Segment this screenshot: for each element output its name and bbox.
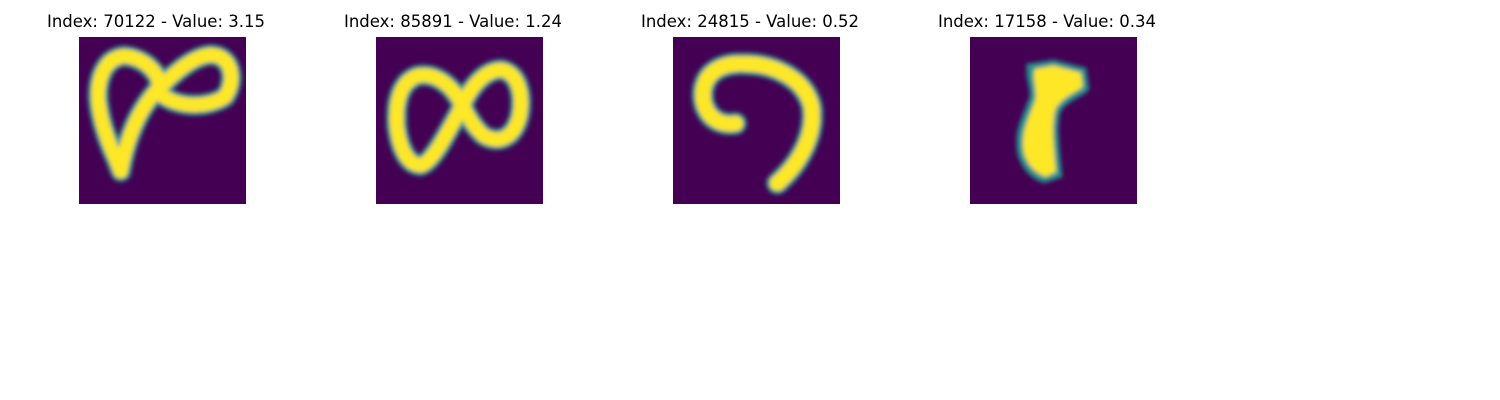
image-panel-1: Index: 70122 - Value: 3.15 xyxy=(36,10,276,210)
panel-title: Index: 70122 - Value: 3.15 xyxy=(46,12,265,31)
glyph-1-bar-icon xyxy=(970,37,1137,204)
image-panel-2: Index: 85891 - Value: 1.24 xyxy=(333,10,573,210)
panel-title: Index: 85891 - Value: 1.24 xyxy=(343,12,562,31)
glyph-8-loop-icon xyxy=(79,37,246,204)
panel-title: Index: 24815 - Value: 0.52 xyxy=(640,12,859,31)
image-panel-4: Index: 17158 - Value: 0.34 xyxy=(927,10,1167,210)
image-panel-3: Index: 24815 - Value: 0.52 xyxy=(630,10,870,210)
glyph-infinity-icon xyxy=(376,37,543,204)
glyph-7-hook-icon xyxy=(673,37,840,204)
panel-title: Index: 17158 - Value: 0.34 xyxy=(937,12,1156,31)
